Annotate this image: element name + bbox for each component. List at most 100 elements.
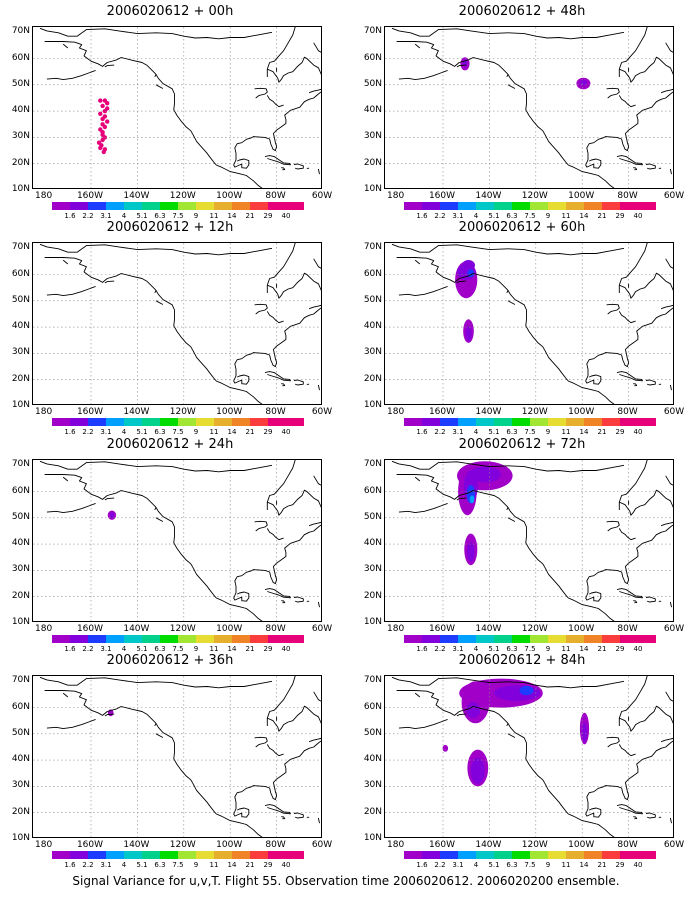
map-frame: [384, 675, 674, 838]
colorbar-label: 29: [263, 428, 273, 436]
map-panel: 2006020612 + 00h 70N 60N 50N 40N 30N 20N 10N 180…: [0, 4, 340, 220]
y-tick-label: 20N: [11, 157, 30, 168]
coastline: [506, 723, 509, 727]
colorbar-swatch: [530, 635, 548, 643]
coastline: [293, 812, 304, 819]
observation-dot: [105, 119, 110, 124]
coastline: [616, 588, 643, 599]
coastline: [618, 528, 636, 541]
coastline: [645, 812, 656, 819]
colorbar-swatch: [602, 418, 620, 426]
coastline: [618, 95, 636, 108]
colorbar-label: 2.2: [82, 212, 94, 220]
x-tick-label: 140W: [475, 407, 502, 417]
colorbar-swatch: [124, 418, 142, 426]
colorbar-label: 3.1: [100, 861, 112, 869]
y-tick-label: 30N: [363, 780, 382, 791]
colorbar-swatch: [124, 202, 142, 210]
x-tick-label: 80W: [265, 624, 286, 634]
colorbar-swatch: [566, 202, 584, 210]
coastline: [606, 87, 620, 99]
colorbar-label: 2.2: [82, 428, 94, 436]
variance-contour: [581, 723, 588, 742]
observation-dot: [102, 108, 108, 114]
y-tick-label: 40N: [11, 105, 30, 116]
coastline: [155, 300, 164, 305]
coastline: [606, 736, 620, 748]
colorbar-swatch: [178, 418, 196, 426]
coastline: [46, 502, 96, 514]
coastline: [46, 718, 96, 730]
colorbar-label: 29: [263, 212, 273, 220]
coastline: [44, 257, 263, 404]
coastline: [396, 41, 615, 188]
colorbar-swatch: [404, 202, 422, 210]
colorbar-label: 14: [579, 861, 589, 869]
coastline: [104, 497, 115, 501]
colorbar-label: 11: [209, 861, 219, 869]
x-tick-label: 100W: [216, 840, 243, 850]
colorbar-label: 11: [561, 861, 571, 869]
map-frame: [32, 675, 322, 838]
coastline: [264, 588, 291, 599]
coastline: [266, 528, 284, 541]
variance-contour: [519, 685, 534, 696]
panel-title: 2006020612 + 36h: [106, 653, 234, 668]
coastline: [104, 64, 115, 68]
colorbar-swatch: [458, 202, 476, 210]
colorbar-swatch: [620, 202, 638, 210]
colorbar-swatch: [52, 635, 70, 643]
coastline: [233, 307, 321, 385]
colorbar-swatch: [548, 851, 566, 859]
coastline: [633, 816, 638, 820]
y-tick-label: 10N: [363, 184, 382, 194]
colorbar-label: 6.3: [154, 861, 166, 869]
x-tick-label: 80W: [617, 407, 638, 417]
coastline: [293, 163, 304, 170]
coastline: [154, 74, 157, 78]
coastline: [266, 460, 321, 516]
colorbar-swatch: [106, 202, 124, 210]
y-tick-label: 50N: [11, 511, 30, 522]
colorbar-label: 21: [245, 212, 255, 220]
coastline: [456, 497, 467, 501]
y-tick-label: 50N: [11, 727, 30, 738]
colorbar-swatch: [458, 851, 476, 859]
colorbar-swatch: [458, 418, 476, 426]
colorbar-swatch: [106, 418, 124, 426]
colorbar-label: 9: [545, 861, 551, 869]
x-tick-label: 160W: [428, 407, 456, 417]
coastline: [456, 280, 467, 284]
colorbar-swatch: [196, 635, 214, 643]
figure-caption: Signal Variance for u,v,T. Flight 55. Ob…: [72, 874, 620, 888]
coastline: [456, 64, 467, 68]
y-tick-label: 60N: [11, 52, 30, 63]
coastline: [254, 736, 268, 748]
x-tick-label: 160W: [428, 191, 456, 201]
coastline: [660, 88, 673, 94]
coastline: [317, 817, 320, 824]
map-canvas: [33, 243, 321, 404]
colorbar-swatch: [142, 635, 160, 643]
colorbar-swatch: [268, 635, 286, 643]
coastline: [233, 740, 321, 818]
x-tick-label: 80W: [265, 407, 286, 417]
colorbar-label: 7.5: [524, 861, 536, 869]
colorbar-swatch: [422, 418, 440, 426]
coastline: [154, 723, 157, 727]
colorbar-label: 6.3: [506, 212, 518, 220]
colorbar-label: 5.1: [488, 645, 500, 653]
x-tick-label: 120W: [521, 624, 548, 634]
x-tick-label: 60W: [663, 840, 685, 850]
coastline: [281, 600, 286, 604]
coastline: [308, 521, 321, 527]
x-tick-label: 180: [387, 840, 405, 850]
colorbar-swatch: [620, 851, 638, 859]
coastline: [313, 691, 321, 702]
observation-dot: [105, 101, 110, 106]
map-canvas: [33, 460, 321, 621]
coastline: [585, 524, 673, 602]
x-tick-label: 160W: [76, 191, 104, 201]
colorbar-label: 40: [633, 212, 643, 220]
colorbar-label: 1.6: [64, 645, 76, 653]
